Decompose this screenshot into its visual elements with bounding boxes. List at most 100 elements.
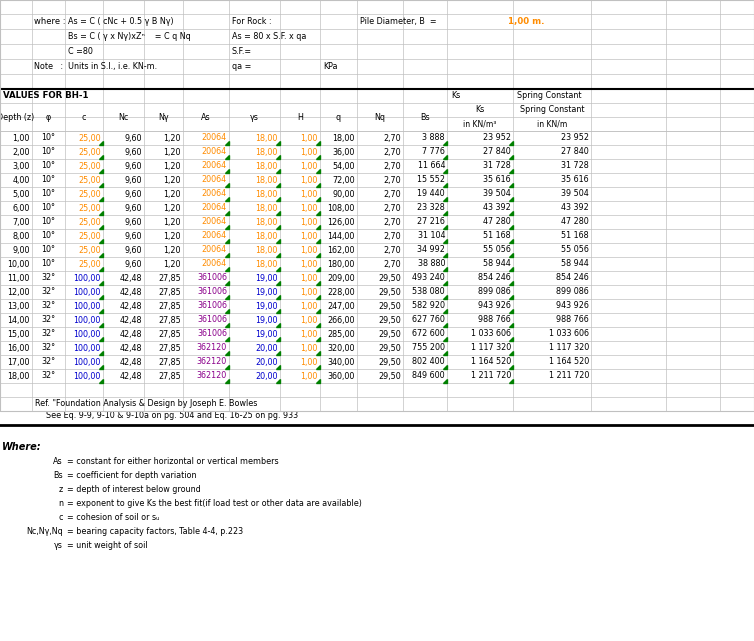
Text: 100,00: 100,00 — [74, 301, 101, 310]
Polygon shape — [509, 337, 513, 341]
Text: 9,60: 9,60 — [124, 231, 142, 240]
Polygon shape — [443, 337, 447, 341]
Text: 23 952: 23 952 — [483, 133, 511, 142]
Polygon shape — [509, 225, 513, 229]
Text: 126,00: 126,00 — [327, 217, 355, 226]
Polygon shape — [276, 155, 280, 159]
Text: 7 776: 7 776 — [422, 147, 445, 156]
Text: 3,00: 3,00 — [13, 162, 30, 171]
Text: 2,70: 2,70 — [383, 133, 401, 142]
Text: 25,00: 25,00 — [78, 246, 101, 254]
Polygon shape — [443, 253, 447, 257]
Polygon shape — [276, 379, 280, 383]
Text: 20064: 20064 — [202, 176, 227, 185]
Polygon shape — [443, 267, 447, 271]
Polygon shape — [509, 197, 513, 201]
Text: 32°: 32° — [41, 344, 56, 353]
Text: 42,48: 42,48 — [119, 301, 142, 310]
Text: 18,00: 18,00 — [333, 133, 355, 142]
Text: 10°: 10° — [41, 190, 56, 199]
Polygon shape — [443, 323, 447, 327]
Polygon shape — [225, 323, 229, 327]
Polygon shape — [99, 253, 103, 257]
Text: For Rock :: For Rock : — [232, 17, 271, 26]
Text: z: z — [59, 485, 63, 494]
Polygon shape — [99, 281, 103, 285]
Text: 42,48: 42,48 — [119, 315, 142, 324]
Text: 29,50: 29,50 — [379, 329, 401, 338]
Text: 19,00: 19,00 — [256, 274, 278, 283]
Text: 2,00: 2,00 — [13, 147, 30, 156]
Polygon shape — [276, 141, 280, 145]
Text: 20064: 20064 — [202, 203, 227, 213]
Polygon shape — [276, 169, 280, 173]
Text: 20064: 20064 — [202, 133, 227, 142]
Text: Ks: Ks — [475, 106, 485, 115]
Polygon shape — [443, 183, 447, 187]
Text: Bs: Bs — [54, 470, 63, 479]
Text: 1,00: 1,00 — [301, 203, 318, 213]
Text: 32°: 32° — [41, 372, 56, 381]
Polygon shape — [99, 239, 103, 243]
Text: 1 211 720: 1 211 720 — [549, 372, 589, 381]
Text: 162,00: 162,00 — [327, 246, 355, 254]
Polygon shape — [316, 323, 320, 327]
Text: 20,00: 20,00 — [256, 344, 278, 353]
Text: 1,00: 1,00 — [301, 246, 318, 254]
Polygon shape — [509, 253, 513, 257]
Text: 29,50: 29,50 — [379, 288, 401, 297]
Text: 58 944: 58 944 — [561, 260, 589, 269]
Text: 35 616: 35 616 — [562, 176, 589, 185]
Text: 1,20: 1,20 — [164, 162, 181, 171]
Text: 27,85: 27,85 — [158, 372, 181, 381]
Polygon shape — [316, 295, 320, 299]
Text: 55 056: 55 056 — [561, 246, 589, 254]
Text: 27,85: 27,85 — [158, 344, 181, 353]
Text: 10°: 10° — [41, 260, 56, 269]
Text: Nc: Nc — [118, 113, 129, 122]
Text: 23 952: 23 952 — [561, 133, 589, 142]
Text: 27 840: 27 840 — [483, 147, 511, 156]
Text: 854 246: 854 246 — [556, 274, 589, 283]
Text: 47 280: 47 280 — [483, 217, 511, 226]
Text: 36,00: 36,00 — [333, 147, 355, 156]
Polygon shape — [509, 281, 513, 285]
Polygon shape — [316, 169, 320, 173]
Text: 10°: 10° — [41, 246, 56, 254]
Text: 34 992: 34 992 — [417, 246, 445, 254]
Text: 27,85: 27,85 — [158, 315, 181, 324]
Text: 32°: 32° — [41, 274, 56, 283]
Text: 12,00: 12,00 — [8, 288, 30, 297]
Text: 1,20: 1,20 — [164, 147, 181, 156]
Text: 42,48: 42,48 — [119, 274, 142, 283]
Text: 10°: 10° — [41, 162, 56, 171]
Text: 25,00: 25,00 — [78, 176, 101, 185]
Text: 29,50: 29,50 — [379, 274, 401, 283]
Text: in KN/m: in KN/m — [537, 119, 567, 128]
Text: Bs = C ( γ x Nγ)xZⁿ    = C q Nq: Bs = C ( γ x Nγ)xZⁿ = C q Nq — [68, 32, 191, 41]
Text: 15,00: 15,00 — [8, 329, 30, 338]
Text: 9,60: 9,60 — [124, 162, 142, 171]
Text: 100,00: 100,00 — [74, 358, 101, 367]
Text: 538 080: 538 080 — [412, 288, 445, 297]
Polygon shape — [509, 351, 513, 355]
Text: 39 504: 39 504 — [483, 190, 511, 199]
Text: qa =: qa = — [232, 62, 251, 71]
Text: 54,00: 54,00 — [333, 162, 355, 171]
Text: 2,70: 2,70 — [383, 246, 401, 254]
Polygon shape — [225, 379, 229, 383]
Text: 32°: 32° — [41, 288, 56, 297]
Polygon shape — [225, 183, 229, 187]
Text: 18,00: 18,00 — [256, 217, 278, 226]
Text: Where:: Where: — [2, 442, 41, 452]
Text: 32°: 32° — [41, 358, 56, 367]
Text: 10°: 10° — [41, 133, 56, 142]
Polygon shape — [99, 267, 103, 271]
Polygon shape — [316, 225, 320, 229]
Text: 18,00: 18,00 — [256, 162, 278, 171]
Text: 755 200: 755 200 — [412, 344, 445, 353]
Text: 1,00: 1,00 — [301, 358, 318, 367]
Polygon shape — [276, 337, 280, 341]
Polygon shape — [225, 211, 229, 215]
Text: 1,00: 1,00 — [301, 372, 318, 381]
